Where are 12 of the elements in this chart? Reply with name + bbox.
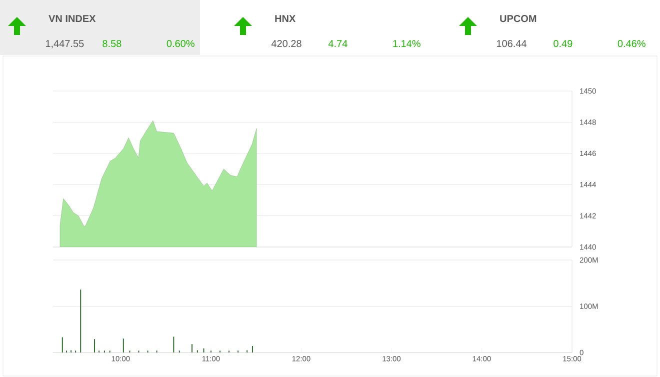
text: VN INDEX — [48, 15, 96, 22]
text: 1,447.55 — [46, 40, 84, 48]
text: 420.28 — [271, 40, 302, 48]
text: 106.44 — [496, 40, 526, 48]
text: 0.60% — [166, 40, 194, 48]
text: 4.74 — [328, 40, 348, 47]
text: 1.14% — [393, 40, 420, 48]
text: HNX — [275, 15, 296, 22]
text: UPCOM — [500, 15, 536, 22]
text: 0.49 — [554, 40, 572, 48]
text: 0.46% — [618, 40, 646, 48]
text: 8.58 — [102, 40, 122, 48]
